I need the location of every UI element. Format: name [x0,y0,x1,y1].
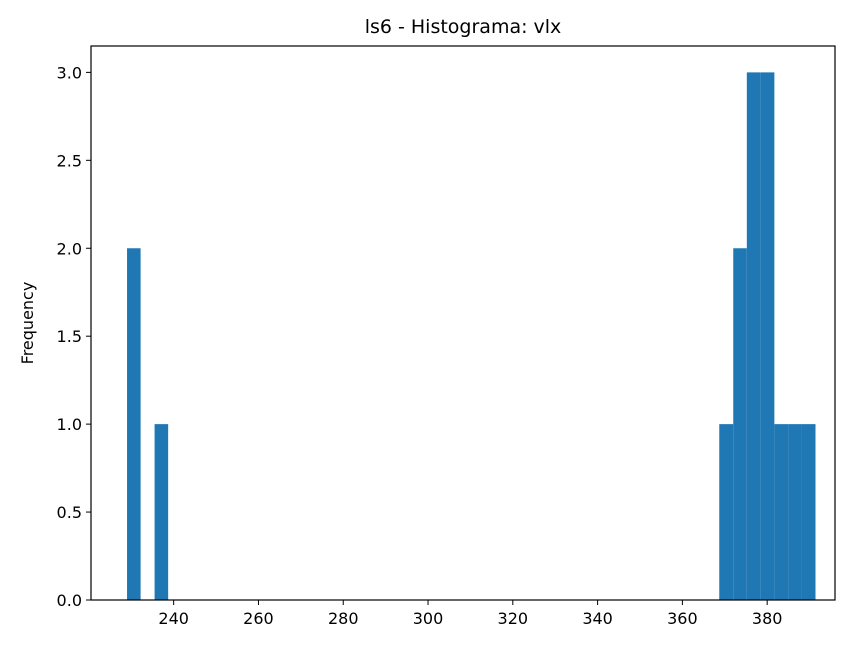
bars-group [127,72,816,600]
y-tick-label: 1.0 [57,415,82,434]
histogram-bar [733,248,747,600]
x-tick-label: 380 [752,609,783,628]
histogram-bar [127,248,141,600]
histogram-bar [788,424,802,600]
y-axis-ticks: 0.0 0.5 1.0 1.5 2.0 2.5 3.0 [57,63,91,610]
histogram-bar [746,72,761,600]
y-tick-label: 2.5 [57,151,82,170]
x-tick-label: 360 [667,609,698,628]
y-tick-label: 1.5 [57,327,82,346]
y-axis-label: Frequency [18,282,37,365]
histogram-bar [774,424,789,600]
y-tick-label: 2.0 [57,239,82,258]
x-tick-label: 300 [413,609,444,628]
histogram-bar [154,424,169,600]
x-tick-label: 340 [582,609,613,628]
y-tick-label: 0.5 [57,503,82,522]
y-tick-label: 0.0 [57,591,82,610]
x-axis-ticks: 240 260 280 300 320 340 360 380 [158,600,782,628]
x-tick-label: 320 [498,609,529,628]
chart-title: ls6 - Histograma: vlx [365,16,562,38]
x-tick-label: 280 [328,609,359,628]
histogram-bar [760,72,775,600]
x-tick-label: 240 [158,609,189,628]
x-tick-label: 260 [243,609,274,628]
y-tick-label: 3.0 [57,63,82,82]
histogram-bar [719,424,734,600]
histogram-bar [801,424,816,600]
plot-frame [90,45,836,601]
